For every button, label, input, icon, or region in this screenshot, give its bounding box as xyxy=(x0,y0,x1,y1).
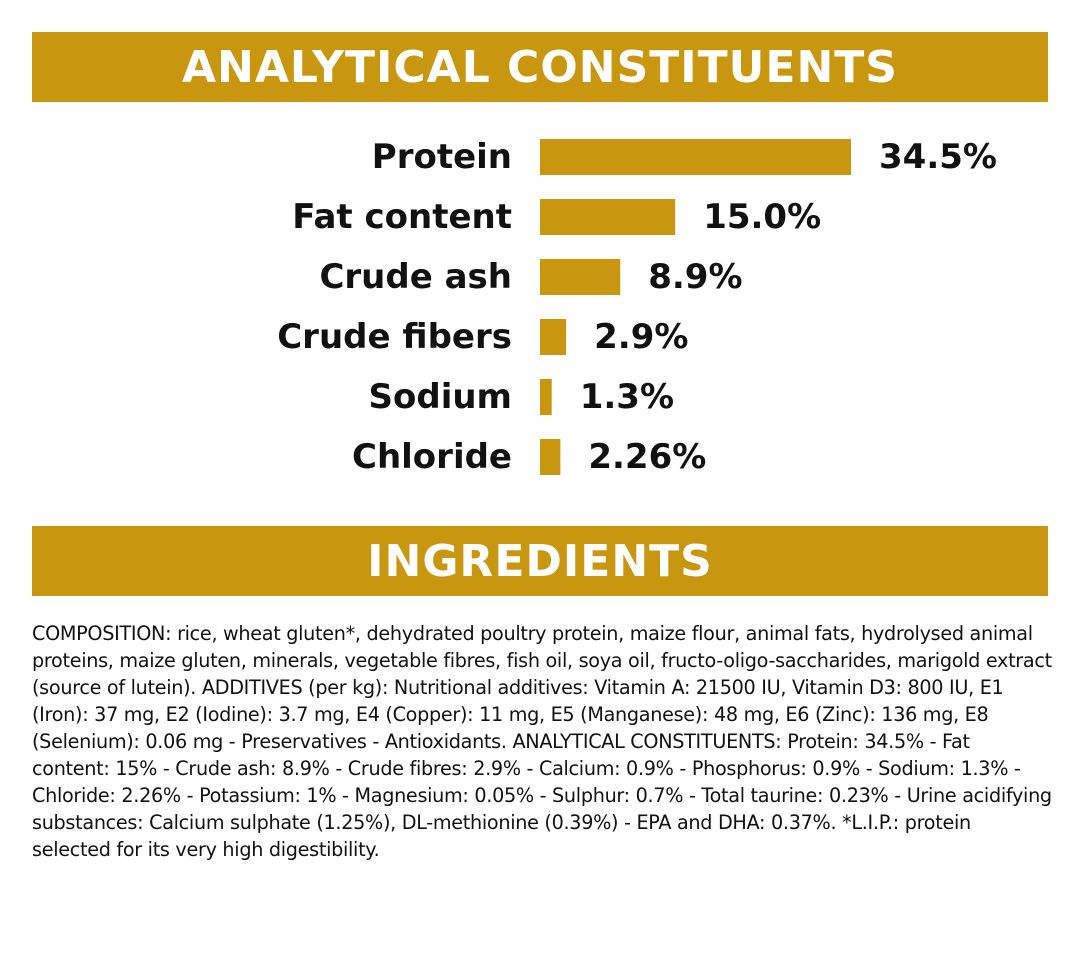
value-label-crude-fibers: 2.9% xyxy=(594,317,688,357)
bar-chloride xyxy=(540,439,561,475)
value-label-sodium: 1.3% xyxy=(580,377,674,417)
category-label-chloride: Chloride xyxy=(352,437,512,477)
ingredients-banner: INGREDIENTS xyxy=(32,526,1048,596)
value-label-fat-content: 15.0% xyxy=(703,197,821,237)
bar-sodium xyxy=(540,379,552,415)
bar-fat-content xyxy=(540,199,676,235)
bar-protein xyxy=(540,139,851,175)
category-label-sodium: Sodium xyxy=(369,377,512,417)
constituents-bar-chart: Protein 34.5% Fat content 15.0% Crude ash 8.9… xyxy=(277,137,997,477)
value-label-protein: 34.5% xyxy=(879,137,997,177)
bar-crude-ash xyxy=(540,259,621,295)
category-label-crude-fibers: Crude fibers xyxy=(277,317,512,357)
value-label-chloride: 2.26% xyxy=(588,437,706,477)
composition-text: COMPOSITION: rice, wheat gluten*, dehydr… xyxy=(32,622,1052,861)
category-label-fat-content: Fat content xyxy=(292,197,512,237)
analytical-constituents-title: ANALYTICAL CONSTITUENTS xyxy=(182,41,898,93)
category-label-crude-ash: Crude ash xyxy=(319,257,512,297)
ingredients-title: INGREDIENTS xyxy=(367,535,713,587)
category-label-protein: Protein xyxy=(372,137,512,177)
bar-crude-fibers xyxy=(540,319,567,355)
value-label-crude-ash: 8.9% xyxy=(648,257,742,297)
analytical-constituents-banner: ANALYTICAL CONSTITUENTS xyxy=(32,32,1048,102)
